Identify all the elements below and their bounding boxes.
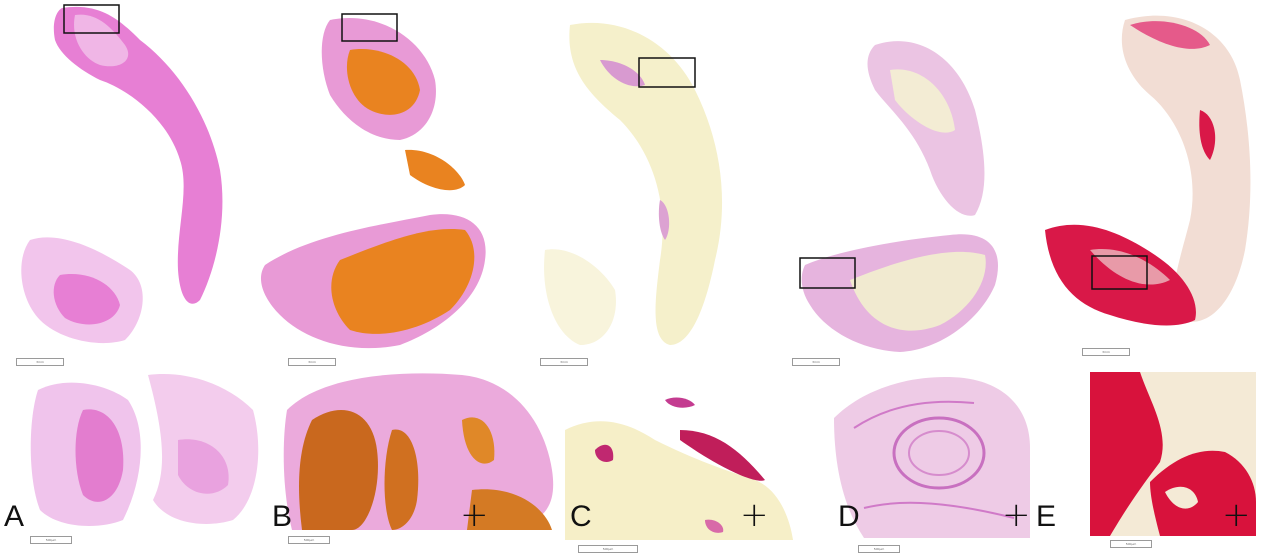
panel-c-overview-scalebar: 3mm — [540, 358, 588, 366]
panel-e-label: E — [1036, 500, 1057, 533]
panel-c-zoom-image — [565, 397, 793, 540]
panel-b-label: B — [272, 500, 293, 533]
panel-a-overview-scalebar: 3mm — [16, 358, 64, 366]
panel-d-overview-image — [799, 41, 998, 352]
panel-d-roi-box — [799, 257, 856, 289]
panel-b-roi-box — [341, 13, 398, 42]
panel-c-overview-image — [544, 22, 723, 345]
panel-a-roi-box — [63, 4, 120, 34]
panel-e-zoom-scalebar: 500µm — [1110, 540, 1152, 548]
panel-d-label: D — [838, 500, 860, 533]
panel-e-roi-box — [1091, 255, 1148, 290]
panel-b-zoom-scalebar: 500µm — [288, 536, 330, 544]
panel-c-roi-box — [638, 57, 696, 88]
panel-b-overview-image — [260, 13, 486, 349]
panel-e-plus-marker: + — [1222, 495, 1251, 535]
panel-a-overview-image — [21, 4, 223, 344]
panel-e-overview-scalebar: 3mm — [1082, 348, 1130, 356]
panel-b-plus-marker: + — [460, 495, 489, 535]
panel-d-overview-scalebar: 3mm — [792, 358, 840, 366]
panel-d-zoom-image — [834, 377, 1030, 538]
panel-d-zoom-scalebar: 500µm — [858, 545, 900, 553]
panel-c-label: C — [570, 500, 592, 533]
panel-b-zoom-image — [283, 373, 554, 530]
panel-d-plus-marker: + — [1002, 495, 1031, 535]
panel-a-zoom-image — [30, 374, 259, 526]
panel-b-overview-scalebar: 3mm — [288, 358, 336, 366]
panel-a-label: A — [4, 500, 25, 533]
panel-e-overview-image — [1045, 15, 1251, 326]
panel-c-zoom-scalebar: 500µm — [578, 545, 638, 553]
panel-c-plus-marker: + — [740, 495, 769, 535]
panel-a-zoom-scalebar: 500µm — [30, 536, 72, 544]
panel-e-zoom-image — [1090, 372, 1256, 536]
